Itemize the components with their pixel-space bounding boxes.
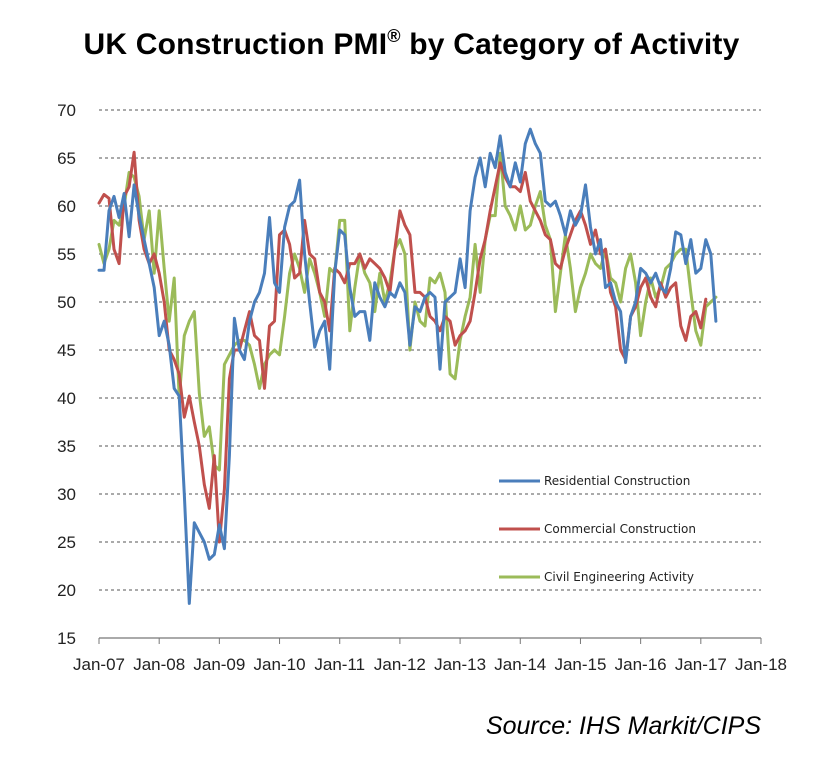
- x-tick-label: Jan-12: [374, 655, 426, 674]
- chart-title: UK Construction PMI® by Category of Acti…: [0, 26, 823, 62]
- x-tick-label: Jan-15: [554, 655, 606, 674]
- y-tick-label: 55: [57, 245, 76, 264]
- x-tick-label: Jan-13: [434, 655, 486, 674]
- y-tick-label: 20: [57, 581, 76, 600]
- y-tick-label: 45: [57, 341, 76, 360]
- y-tick-label: 15: [57, 629, 76, 648]
- x-tick-label: Jan-18: [735, 655, 787, 674]
- y-tick-label: 35: [57, 437, 76, 456]
- x-tick-label: Jan-10: [254, 655, 306, 674]
- y-tick-label: 65: [57, 149, 76, 168]
- chart-title-main: UK Construction PMI: [83, 28, 388, 61]
- registered-mark: ®: [387, 26, 401, 46]
- y-tick-label: 60: [57, 197, 76, 216]
- y-tick-label: 50: [57, 293, 76, 312]
- legend-label: Residential Construction: [544, 474, 690, 488]
- legend-label: Commercial Construction: [544, 522, 696, 536]
- y-tick-label: 70: [57, 101, 76, 120]
- x-tick-label: Jan-11: [314, 655, 365, 674]
- chart-title-rest: by Category of Activity: [400, 28, 740, 61]
- x-tick-label: Jan-09: [193, 655, 245, 674]
- legend-label: Civil Engineering Activity: [544, 570, 694, 584]
- x-tick-label: Jan-07: [73, 655, 125, 674]
- x-tick-label: Jan-16: [615, 655, 667, 674]
- x-tick-label: Jan-17: [675, 655, 727, 674]
- source-note: Source: IHS Markit/CIPS: [485, 712, 761, 740]
- y-tick-label: 40: [57, 389, 76, 408]
- y-tick-label: 30: [57, 485, 76, 504]
- x-tick-label: Jan-08: [133, 655, 185, 674]
- y-tick-label: 25: [57, 533, 76, 552]
- pmi-line-chart: 15 20 25 30 35 40 45 50 55 60 65 70 Jan-07 Jan-08 Jan-…: [57, 101, 787, 674]
- series-line-commercial-construction: [97, 150, 708, 544]
- x-tick-label: Jan-14: [494, 655, 546, 674]
- series-line-residential-construction: [97, 127, 718, 605]
- series-line-civil-engineering-activity: [97, 151, 718, 472]
